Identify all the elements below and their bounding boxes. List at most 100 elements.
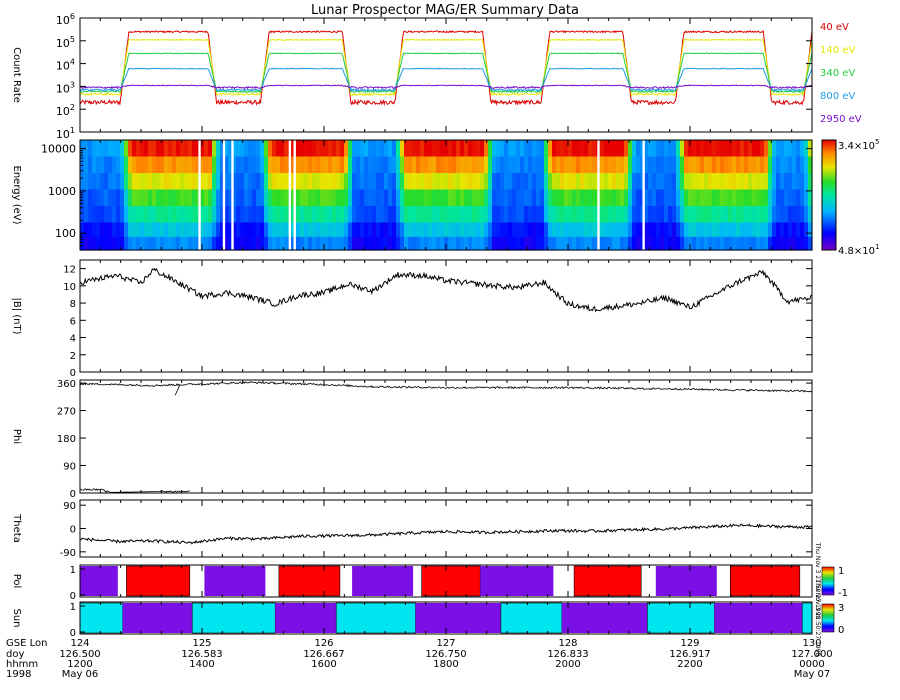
spectrogram-cell: [684, 156, 689, 174]
spectrogram-cell: [640, 189, 645, 207]
spectrogram-cell: [224, 173, 229, 191]
spectrogram-cell: [568, 236, 573, 251]
spectrogram-cell: [708, 173, 713, 191]
spectrogram-cell: [344, 189, 349, 207]
spectrogram-cell: [676, 140, 681, 158]
spectrogram-cell: [240, 206, 245, 224]
spectrogram-cell: [784, 236, 789, 251]
y-tick-label: 360: [57, 379, 76, 390]
spectrogram-cell: [200, 140, 205, 158]
spectrogram-cell: [380, 236, 385, 251]
spectrogram-cell: [628, 189, 633, 207]
spectrogram-cell: [556, 173, 561, 191]
segment-bar: [801, 602, 813, 634]
spectrogram-cell: [672, 236, 677, 251]
spectrogram-cell: [588, 189, 593, 207]
spectrogram-cell: [724, 156, 729, 174]
spectrogram-cell: [580, 189, 585, 207]
spectrogram-cell: [792, 189, 797, 207]
x-tick-lon: 125: [192, 638, 211, 649]
spectrogram-cell: [216, 173, 221, 191]
spectrogram-cell: [472, 173, 477, 191]
spectrogram-cell: [776, 140, 781, 158]
spectrogram-cell: [560, 173, 565, 191]
spectrogram-cell: [528, 189, 533, 207]
spectrogram-cell: [772, 206, 777, 224]
spectrogram-cell: [80, 236, 85, 251]
spectrogram-cell: [412, 140, 417, 158]
spectrogram-cell: [436, 140, 441, 158]
spectrogram-cell: [536, 189, 541, 207]
spectrogram-cell: [324, 222, 329, 238]
spectrogram-cell: [764, 189, 769, 207]
spectrogram-cell: [456, 206, 461, 224]
spectrogram-cell: [760, 189, 765, 207]
spectrogram-cell: [160, 140, 165, 158]
spectrogram-cell: [128, 236, 133, 251]
spectrogram-cell: [460, 140, 465, 158]
spectrogram-cell: [576, 173, 581, 191]
spectrogram-cell: [368, 236, 373, 251]
spectrogram-cell: [260, 189, 265, 207]
spectrogram-cell: [604, 236, 609, 251]
spectrogram-cell: [492, 206, 497, 224]
spectrogram-cell: [376, 206, 381, 224]
spectrogram-cell: [500, 206, 505, 224]
spectrogram-cell: [96, 156, 101, 174]
spectrogram-cell: [84, 206, 89, 224]
y-tick-label: 1: [70, 565, 76, 576]
spectrogram-cell: [392, 140, 397, 158]
spectrogram-cell: [196, 222, 201, 238]
spectrogram-cell: [204, 156, 209, 174]
spectrogram-cell: [464, 236, 469, 251]
spectrogram-cell: [332, 173, 337, 191]
spectrogram-cell: [704, 173, 709, 191]
y-tick-label: 2: [70, 351, 76, 362]
spectrogram-cell: [612, 156, 617, 174]
spectrogram-cell: [124, 222, 129, 238]
spectrogram-cell: [624, 189, 629, 207]
spectrogram-cell: [116, 173, 121, 191]
spectrogram-cell: [448, 222, 453, 238]
colorbar-tick-label: 3: [838, 603, 844, 614]
spectrogram-cell: [172, 236, 177, 251]
spectrogram-cell: [412, 156, 417, 174]
spectrogram-cell: [80, 222, 85, 238]
spectrogram-cell: [344, 222, 349, 238]
spectrogram-cell: [752, 222, 757, 238]
spectrogram-cell: [484, 140, 489, 158]
spectrogram-cell: [216, 236, 221, 251]
spectrogram-cell: [356, 140, 361, 158]
spectrogram-cell: [236, 189, 241, 207]
spectrogram-cell: [468, 222, 473, 238]
spectrogram-cell: [400, 236, 405, 251]
spectrogram-cell: [492, 140, 497, 158]
x-tick-lon: 129: [680, 638, 699, 649]
spectrogram-cell: [512, 140, 517, 158]
spectrogram-cell: [232, 222, 237, 238]
spectrogram-cell: [452, 173, 457, 191]
spectrogram-cell: [356, 236, 361, 251]
spectrogram-cell: [120, 140, 125, 158]
spectrogram-cell: [208, 173, 213, 191]
spectrogram-cell: [700, 173, 705, 191]
spectrogram-cell: [584, 189, 589, 207]
spectrogram-cell: [256, 173, 261, 191]
x-tick-lon: 130: [802, 638, 821, 649]
spectrogram-cell: [196, 140, 201, 158]
mini-colorbar: [821, 566, 835, 596]
spectrogram-cell: [764, 140, 769, 158]
segment-bar: [561, 603, 648, 633]
spectrogram-cell: [624, 173, 629, 191]
spectrogram-cell: [808, 236, 813, 251]
spectrogram-cell: [236, 236, 241, 251]
spectrogram-cell: [88, 222, 93, 238]
spectrogram-cell: [808, 156, 813, 174]
spectrogram-cell: [548, 236, 553, 251]
spectrogram-cell: [516, 222, 521, 238]
spectrogram-cell: [244, 189, 249, 207]
spectrogram-cell: [768, 236, 773, 251]
spectrogram-cell: [672, 173, 677, 191]
spectrogram-cell: [320, 222, 325, 238]
